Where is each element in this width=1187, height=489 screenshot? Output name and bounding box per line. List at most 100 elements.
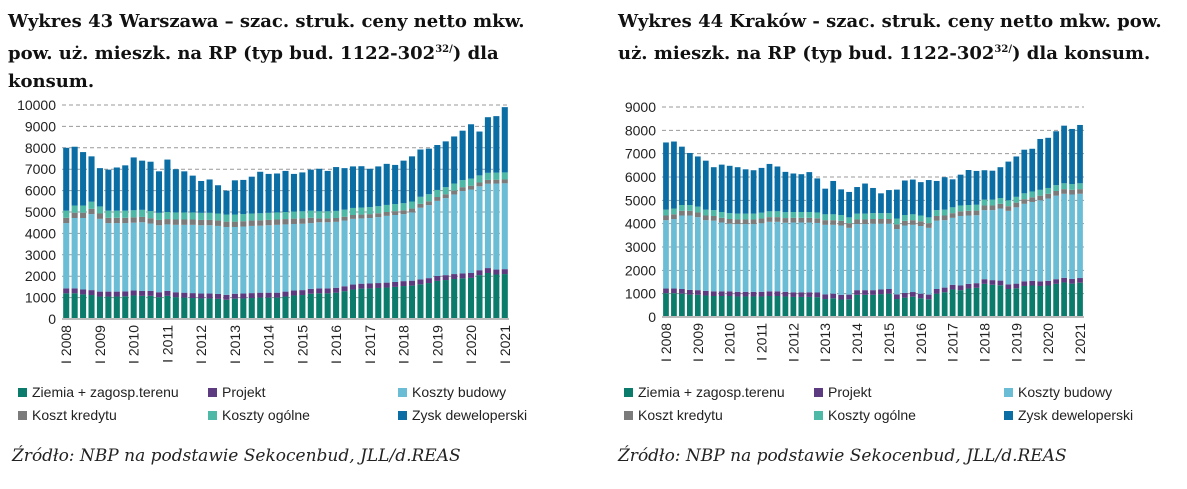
bar-segment [702,290,709,296]
bar-segment [274,297,281,319]
bar-segment [130,290,137,296]
bar-segment [989,205,996,211]
bar-segment [265,292,272,298]
bar-segment [742,291,749,297]
y-tick-label: 8000 [25,140,56,156]
bar-segment [417,203,424,208]
bar-segment [493,269,500,275]
bar-segment [316,288,323,294]
bar-segment [468,189,475,273]
bar-segment [139,216,146,223]
bar-segment [941,209,948,216]
bar-segment [181,297,188,319]
x-tick-label: I 2011 [754,323,770,361]
bar-segment [878,213,884,219]
bar-segment [1029,280,1036,286]
bar-segment [750,219,757,225]
bar-segment [80,289,87,295]
bar-segment [965,210,972,216]
bar-segment [925,294,932,300]
bar-segment [248,213,255,221]
bar-segment [290,295,297,319]
bar-segment [941,220,948,288]
bar-segment [925,223,932,228]
bar-segment [139,209,146,217]
title-text: Wykres 43 Warszawa – szac. struk. ceny n… [8,11,525,64]
bar-segment [71,205,78,213]
bar-segment [299,218,306,224]
bar-segment [366,207,373,215]
bar-segment [1005,206,1012,211]
legend-label: Koszt kredytu [638,407,723,423]
x-tick-label: I 2014 [849,323,865,362]
bar-segment [341,168,348,210]
bar-segment [248,298,255,319]
bar-segment [206,219,213,226]
bar-segment [155,219,163,226]
bar-segment [1069,189,1075,195]
bar-segment [223,190,230,215]
x-tick-label: I 2018 [396,325,412,364]
bar-segment [341,216,348,221]
bar-segment [333,167,340,211]
bar-segment [80,212,87,218]
y-tick-label: 10000 [17,97,56,113]
bar-segment [139,222,146,291]
bar-segment [282,291,289,297]
x-tick-label: I 2021 [1072,323,1088,362]
bar-segment [383,287,390,319]
bar-segment [878,294,884,317]
bar-segment [476,175,483,183]
bar-segment [274,212,281,220]
bar-segment [425,283,432,319]
bar-segment [758,296,765,317]
bar-segment [838,299,845,317]
bar-segment [459,273,466,279]
bar-segment [282,170,289,212]
bar-segment [758,291,765,297]
bar-segment [80,205,87,213]
bar-segment [434,145,441,190]
bar-segment [408,156,416,202]
bar-segment [206,212,213,220]
bar-segment [316,222,323,289]
bar-segment [240,226,247,294]
x-tick-label: I 2017 [362,325,378,364]
y-tick-label: 0 [48,311,56,327]
bar-segment [1021,149,1028,194]
y-tick-label: 4000 [25,225,56,241]
bar-segment [198,180,205,213]
title-text-end: ) dla konsum. [1011,43,1151,64]
bar-segment [663,220,669,289]
bar-segment [854,219,860,225]
y-tick-label: 7000 [625,146,656,162]
bar-segment [1005,210,1012,285]
bar-segment [316,218,323,223]
bar-segment [341,291,348,319]
bar-segment [679,289,685,294]
bar-segment [862,183,868,214]
bar-segment [1045,280,1052,286]
source-note: Źródło: NBP na podstawie Sekocenbud, JLL… [12,446,461,466]
bar-segment [1013,283,1020,289]
bar-segment [1037,281,1044,286]
bar-segment [1053,279,1059,284]
bar-segment [349,289,357,319]
bar-segment [726,291,733,296]
bar-segment [933,215,940,221]
bar-segment [838,189,845,216]
bar-segment [408,280,416,286]
bar-segment [997,198,1004,204]
bar-segment [147,218,154,224]
bar-segment [702,220,709,291]
bar-segment [484,272,491,319]
bar-segment [878,289,884,295]
bar-segment [949,213,956,218]
bar-segment [1005,161,1012,201]
legend-swatch [398,387,407,397]
bar-segment [679,293,685,317]
x-tick-label: I 2016 [913,323,929,362]
bar-segment [782,171,789,213]
bar-segment [493,116,500,173]
bar-segment [214,220,222,226]
